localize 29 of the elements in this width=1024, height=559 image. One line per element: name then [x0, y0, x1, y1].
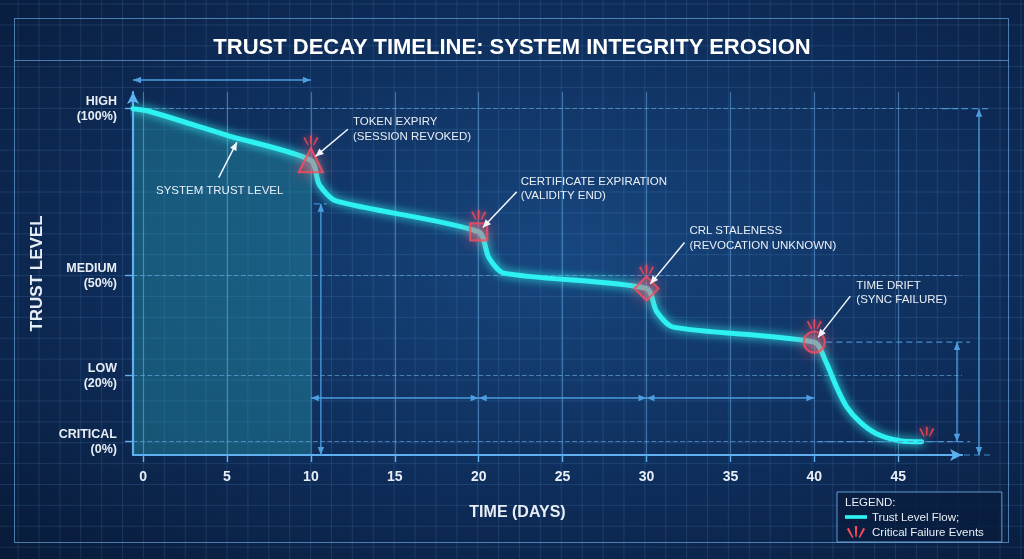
annotation: SYSTEM TRUST LEVEL [156, 183, 285, 196]
x-tick-label: 20 [470, 468, 487, 484]
point [802, 330, 826, 354]
legend-label: Critical Failure Events [872, 526, 985, 538]
annotation: TIME DRIFT (SYNC FAILURE) [856, 278, 948, 306]
x-tick-label: 35 [722, 468, 739, 484]
annotation: CERTIFICATE EXPIRATION (VALIDITY END) [520, 174, 668, 202]
x-tick-label: 45 [890, 468, 907, 484]
y-tick-label: CRITICAL (0%) [58, 427, 118, 457]
chart-title: TRUST DECAY TIMELINE: SYSTEM INTEGRITY EROSION [213, 33, 811, 59]
legend-title: LEGEND: [845, 496, 896, 508]
x-tick-label: 25 [554, 468, 571, 484]
annotation: CRL STALENESS (REVOCATION UNKNOWN) [689, 224, 837, 251]
y-axis-title: TRUST LEVEL [27, 215, 46, 332]
point [469, 222, 489, 242]
x-axis-title: TIME (DAYS) [469, 502, 566, 520]
point [297, 147, 324, 174]
x-tick-label: 30 [638, 468, 655, 484]
point [633, 275, 660, 302]
x-tick-label: 10 [303, 468, 319, 484]
x-tick-label: 5 [223, 468, 232, 484]
x-tick-label: 15 [387, 468, 403, 484]
legend-label: Trust Level Flow; [872, 511, 960, 523]
x-tick-label: 40 [806, 468, 823, 484]
y-tick-label: MEDIUM (50%) [66, 260, 117, 290]
x-tick-label: 0 [139, 468, 148, 484]
y-tick-label: LOW (20%) [83, 360, 118, 390]
annotation: TOKEN EXPIRY (SESSION REVOKED) [352, 115, 472, 142]
y-tick-label: HIGH (100%) [76, 94, 117, 124]
